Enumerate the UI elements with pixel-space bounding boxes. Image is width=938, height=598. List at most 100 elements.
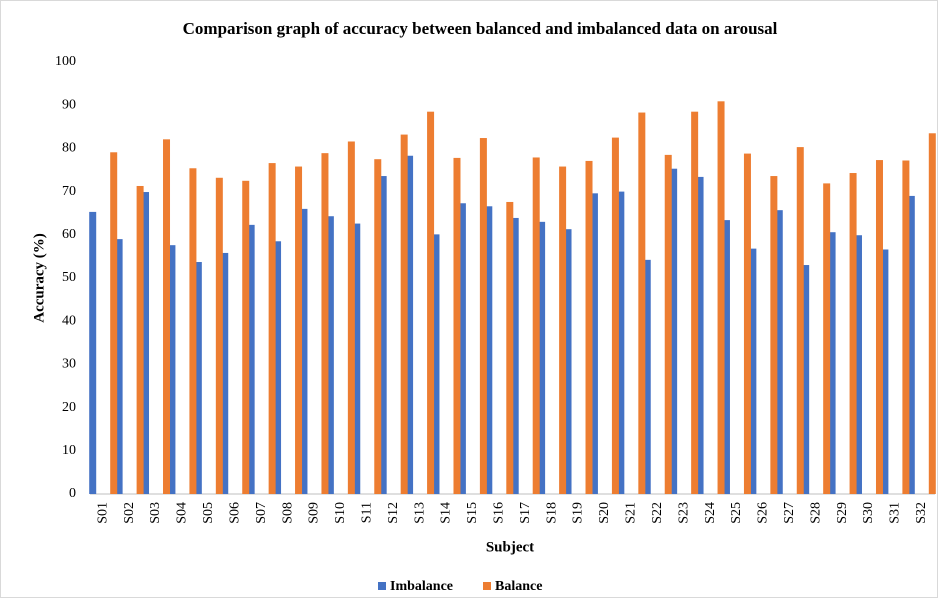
bar bbox=[274, 241, 282, 494]
bar bbox=[215, 177, 223, 494]
x-tick-label: S05 bbox=[201, 502, 216, 524]
bar bbox=[743, 153, 751, 495]
bar bbox=[696, 176, 704, 495]
bar bbox=[875, 160, 883, 494]
x-tick-label: S25 bbox=[729, 502, 744, 524]
bar bbox=[664, 154, 672, 494]
x-tick-label: S14 bbox=[439, 502, 454, 524]
x-tick-label: S15 bbox=[465, 502, 480, 524]
y-tick-label: 20 bbox=[62, 400, 76, 415]
x-tick-label: S07 bbox=[254, 502, 269, 524]
bar bbox=[722, 220, 730, 494]
bar bbox=[643, 259, 651, 494]
bar bbox=[115, 239, 123, 494]
bar bbox=[295, 166, 303, 494]
y-tick-label: 0 bbox=[69, 486, 76, 501]
bar bbox=[221, 252, 229, 494]
bar bbox=[432, 234, 440, 495]
bar bbox=[374, 159, 382, 494]
bar bbox=[670, 168, 678, 495]
bar bbox=[881, 249, 889, 494]
bar bbox=[89, 211, 97, 495]
x-tick-label: S19 bbox=[571, 502, 586, 524]
x-axis-title: Subject bbox=[486, 539, 534, 555]
bar bbox=[849, 173, 857, 495]
y-tick-label: 80 bbox=[62, 141, 76, 156]
y-tick-label: 100 bbox=[55, 54, 76, 69]
bar bbox=[823, 183, 831, 494]
legend-label: Imbalance bbox=[390, 579, 453, 594]
bar bbox=[559, 166, 567, 494]
y-tick-label: 70 bbox=[62, 184, 76, 199]
bar bbox=[136, 185, 144, 494]
x-tick-label: S18 bbox=[544, 502, 559, 524]
x-tick-label: S04 bbox=[175, 502, 190, 524]
x-tick-label: S06 bbox=[227, 502, 242, 524]
bar bbox=[268, 163, 276, 494]
x-tick-label: S03 bbox=[148, 502, 163, 524]
x-tick-label: S01 bbox=[95, 502, 110, 524]
bar bbox=[453, 157, 461, 495]
bar bbox=[379, 176, 387, 494]
x-tick-label: S17 bbox=[518, 502, 533, 524]
bar bbox=[564, 229, 572, 494]
bar bbox=[770, 176, 778, 494]
x-tick-label: S16 bbox=[492, 502, 507, 524]
bar bbox=[300, 208, 308, 494]
x-tick-label: S27 bbox=[782, 502, 797, 524]
x-tick-label: S32 bbox=[914, 502, 929, 524]
x-tick-label: S24 bbox=[703, 502, 718, 524]
bar bbox=[479, 138, 487, 495]
bar bbox=[427, 111, 435, 495]
bar bbox=[749, 248, 757, 494]
bar bbox=[717, 101, 725, 494]
x-tick-label: S11 bbox=[359, 502, 374, 523]
bar bbox=[168, 245, 176, 494]
legend-swatch bbox=[378, 582, 386, 590]
bar bbox=[532, 157, 540, 495]
chart-title: Comparison graph of accuracy between bal… bbox=[183, 19, 778, 38]
bar bbox=[928, 133, 936, 494]
bar bbox=[638, 112, 646, 494]
bar bbox=[406, 155, 414, 494]
bar bbox=[353, 223, 361, 494]
bar bbox=[194, 262, 202, 494]
bar bbox=[775, 210, 783, 494]
x-tick-label: S21 bbox=[624, 502, 639, 524]
y-tick-label: 50 bbox=[62, 270, 76, 285]
bar bbox=[242, 180, 250, 495]
y-tick-label: 40 bbox=[62, 313, 76, 328]
bar bbox=[458, 203, 466, 494]
x-tick-label: S12 bbox=[386, 502, 401, 524]
y-tick-label: 60 bbox=[62, 227, 76, 242]
bar bbox=[585, 160, 593, 495]
y-tick-label: 90 bbox=[62, 97, 76, 112]
bar bbox=[617, 191, 625, 494]
legend-swatch bbox=[483, 582, 491, 590]
x-tick-label: S20 bbox=[597, 502, 612, 524]
x-tick-label: S31 bbox=[888, 502, 903, 524]
x-tick-label: S29 bbox=[835, 502, 850, 524]
bar bbox=[538, 221, 546, 494]
bar bbox=[854, 235, 862, 494]
bar bbox=[902, 160, 910, 494]
x-tick-label: S26 bbox=[756, 502, 771, 524]
bar bbox=[400, 134, 408, 495]
bar bbox=[189, 168, 197, 494]
bar bbox=[802, 265, 810, 494]
x-tick-label: S10 bbox=[333, 502, 348, 524]
bar bbox=[485, 206, 493, 494]
bar bbox=[590, 193, 598, 494]
legend-label: Balance bbox=[495, 579, 542, 594]
x-tick-label: S08 bbox=[280, 502, 295, 524]
bar bbox=[110, 152, 118, 494]
bar bbox=[326, 216, 334, 494]
x-tick-label: S23 bbox=[676, 502, 691, 524]
bar bbox=[247, 224, 255, 494]
bar bbox=[611, 137, 619, 494]
y-tick-label: 10 bbox=[62, 443, 76, 458]
x-tick-label: S30 bbox=[861, 502, 876, 524]
x-tick-label: S28 bbox=[808, 502, 823, 524]
